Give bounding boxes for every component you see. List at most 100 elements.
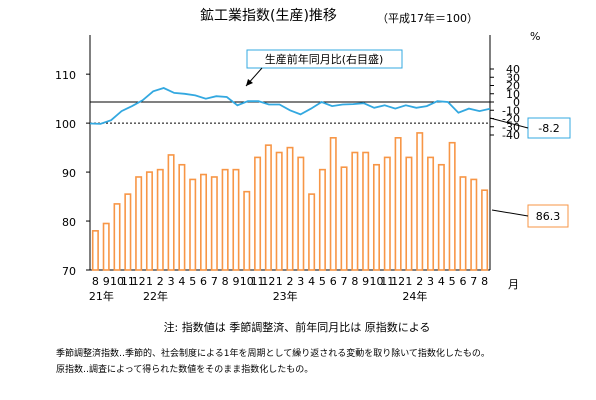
x-tick-label: 11	[121, 275, 135, 288]
x-tick-label: 9	[232, 275, 239, 288]
left-tick-label: 100	[55, 118, 76, 131]
bar	[264, 144, 272, 271]
x-tick-label: 12	[261, 275, 275, 288]
x-tick-label: 8	[222, 275, 229, 288]
bar	[232, 168, 240, 271]
x-tick-label: 9	[103, 275, 110, 288]
x-year-label: 24年	[402, 289, 427, 303]
x-tick-label: 5	[319, 275, 326, 288]
x-tick-label: 3	[168, 275, 175, 288]
x-tick-label: 10	[240, 275, 254, 288]
bar	[394, 137, 402, 271]
right-tick-label: -10	[502, 104, 520, 117]
right-axis-unit: %	[530, 30, 540, 43]
bar	[329, 137, 337, 271]
chart-subtitle: （平成17年＝100）	[377, 11, 478, 25]
x-tick-label: 10	[110, 275, 124, 288]
x-tick-label: 2	[416, 275, 423, 288]
chart-title: 鉱工業指数(生産)推移	[200, 7, 337, 24]
bar	[210, 176, 218, 271]
bar	[437, 163, 445, 271]
bar	[275, 151, 283, 271]
x-tick-label: 8	[351, 275, 358, 288]
x-tick-label: 4	[438, 275, 445, 288]
left-tick-label: 70	[62, 265, 76, 278]
bar	[351, 151, 359, 271]
x-tick-label: 1	[276, 275, 283, 288]
right-tick-label: -40	[502, 129, 520, 142]
bar	[156, 168, 164, 271]
right-tick-label: -30	[502, 121, 520, 134]
x-tick-label: 3	[427, 275, 434, 288]
bar	[362, 151, 370, 271]
bar	[200, 173, 208, 271]
bar	[372, 163, 380, 271]
right-tick-label: 40	[506, 63, 520, 76]
right-tick-label: 20	[506, 80, 520, 93]
x-tick-label: 12	[132, 275, 146, 288]
x-tick-label: 6	[200, 275, 207, 288]
bar	[178, 163, 186, 271]
bar	[308, 193, 316, 271]
x-year-label: 22年	[143, 289, 168, 303]
bar	[91, 230, 99, 271]
bar	[340, 166, 348, 271]
bar	[221, 168, 229, 271]
x-tick-label: 9	[362, 275, 369, 288]
note-sa: 季節調整済指数‥季節的、社会制度による1年を周期として繰り返される変動を取り除い…	[56, 347, 490, 359]
bar	[459, 176, 467, 271]
bar	[405, 156, 413, 271]
left-tick-label: 80	[62, 216, 76, 229]
bar	[243, 190, 251, 271]
line-last-pointer	[489, 117, 529, 129]
x-tick-label: 2	[157, 275, 164, 288]
line-label-box	[246, 49, 403, 69]
x-year-label: 21年	[89, 289, 114, 303]
x-tick-label: 11	[380, 275, 394, 288]
x-tick-label: 5	[189, 275, 196, 288]
bar	[135, 176, 143, 271]
x-axis-label: 月	[508, 278, 519, 291]
x-tick-label: 6	[330, 275, 337, 288]
bar	[416, 132, 424, 271]
bar	[383, 156, 391, 271]
x-tick-label: 12	[391, 275, 405, 288]
note-main: 注: 指数値は 季節調整済、前年同月比は 原指数による	[164, 320, 431, 334]
x-tick-label: 8	[481, 275, 488, 288]
x-tick-label: 7	[470, 275, 477, 288]
bar-series	[91, 132, 489, 271]
right-tick-label: 0	[513, 96, 520, 109]
bar	[113, 203, 121, 271]
bar	[470, 178, 478, 271]
x-tick-label: 1	[146, 275, 153, 288]
bar	[124, 193, 132, 271]
x-tick-label: 4	[178, 275, 185, 288]
bar	[145, 171, 153, 271]
line-path	[89, 87, 491, 125]
bar	[297, 156, 305, 271]
x-tick-label: 11	[251, 275, 265, 288]
line-series	[89, 87, 491, 125]
note-original: 原指数‥調査によって得られた数値をそのまま指数化したもの。	[56, 363, 313, 375]
x-tick-label: 8	[92, 275, 99, 288]
x-tick-label: 10	[369, 275, 383, 288]
bar	[318, 168, 326, 271]
x-tick-label: 1	[405, 275, 412, 288]
bar	[102, 222, 110, 271]
bar	[286, 146, 294, 271]
x-tick-label: 6	[459, 275, 466, 288]
left-tick-label: 90	[62, 167, 76, 180]
right-tick-label: 30	[506, 71, 520, 84]
x-tick-label: 4	[308, 275, 315, 288]
right-tick-label: 10	[506, 88, 520, 101]
x-tick-label: 3	[297, 275, 304, 288]
left-tick-label: 110	[55, 69, 76, 82]
bar	[189, 178, 197, 271]
bar	[167, 154, 175, 271]
bar	[427, 156, 435, 271]
bar-last-value: 86.3	[536, 210, 561, 223]
x-tick-label: 5	[449, 275, 456, 288]
bar	[254, 156, 262, 271]
